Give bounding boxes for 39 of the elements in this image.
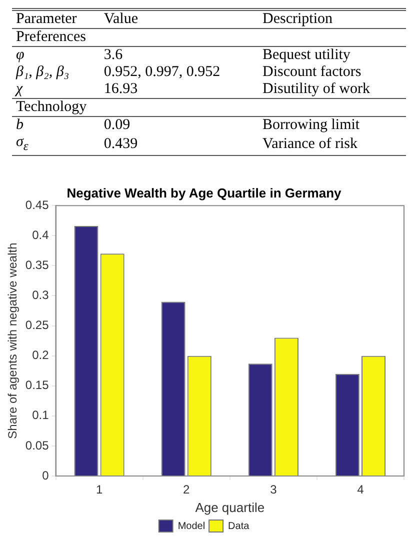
text: 0.09 xyxy=(104,117,130,133)
y-tick-label: 0.05 xyxy=(25,438,50,452)
y-tick-label: 0.15 xyxy=(25,378,50,392)
y-tick-label: 0.25 xyxy=(25,318,50,332)
y-tick-label: 0.45 xyxy=(25,198,50,212)
x-tick-label: 1 xyxy=(96,482,103,497)
category-label: φ xyxy=(16,47,24,63)
category-label: Parameter xyxy=(12,10,100,28)
legend-label: Data xyxy=(228,520,250,532)
text: Borrowing limit xyxy=(262,117,360,133)
x-tick-label: 2 xyxy=(183,482,190,497)
y-axis-title: Share of agents with negative wealth xyxy=(6,242,20,439)
text: 16.93 xyxy=(104,81,138,97)
category-label: χ xyxy=(16,81,23,97)
y-tick-label: 0.1 xyxy=(32,408,50,422)
text: 0.952, 0.997, 0.952 xyxy=(104,64,220,80)
x-tick-label: 3 xyxy=(270,482,278,497)
category-label: b xyxy=(16,117,24,133)
text: Discount factors xyxy=(262,64,362,80)
category-label: σ$_{ε}$ xyxy=(16,134,28,153)
category-label: Value xyxy=(100,10,258,28)
category-label: Technology xyxy=(16,99,87,115)
y-tick-label: 0.4 xyxy=(32,228,50,242)
y-tick-label: 0 xyxy=(42,468,50,482)
category-label: Description xyxy=(258,10,406,28)
category-label: Preferences xyxy=(16,29,86,45)
text: Disutility of work xyxy=(262,81,370,97)
text: Bequest utility xyxy=(262,47,350,63)
text: 3.6 xyxy=(104,47,123,63)
category-label: β₁, β₂, β₃ xyxy=(16,64,70,80)
x-axis-title: Age quartile xyxy=(195,500,265,515)
text: Variance of risk xyxy=(262,136,358,152)
text: 0.439 xyxy=(104,136,138,152)
y-tick-label: 0.35 xyxy=(25,258,50,272)
y-tick-label: 0.2 xyxy=(32,348,50,362)
legend-label: Model xyxy=(178,520,206,532)
y-tick-label: 0.3 xyxy=(32,288,50,302)
chart-title: Negative Wealth by Age Quartile in Germany xyxy=(66,185,342,200)
x-tick-label: 4 xyxy=(357,482,364,497)
